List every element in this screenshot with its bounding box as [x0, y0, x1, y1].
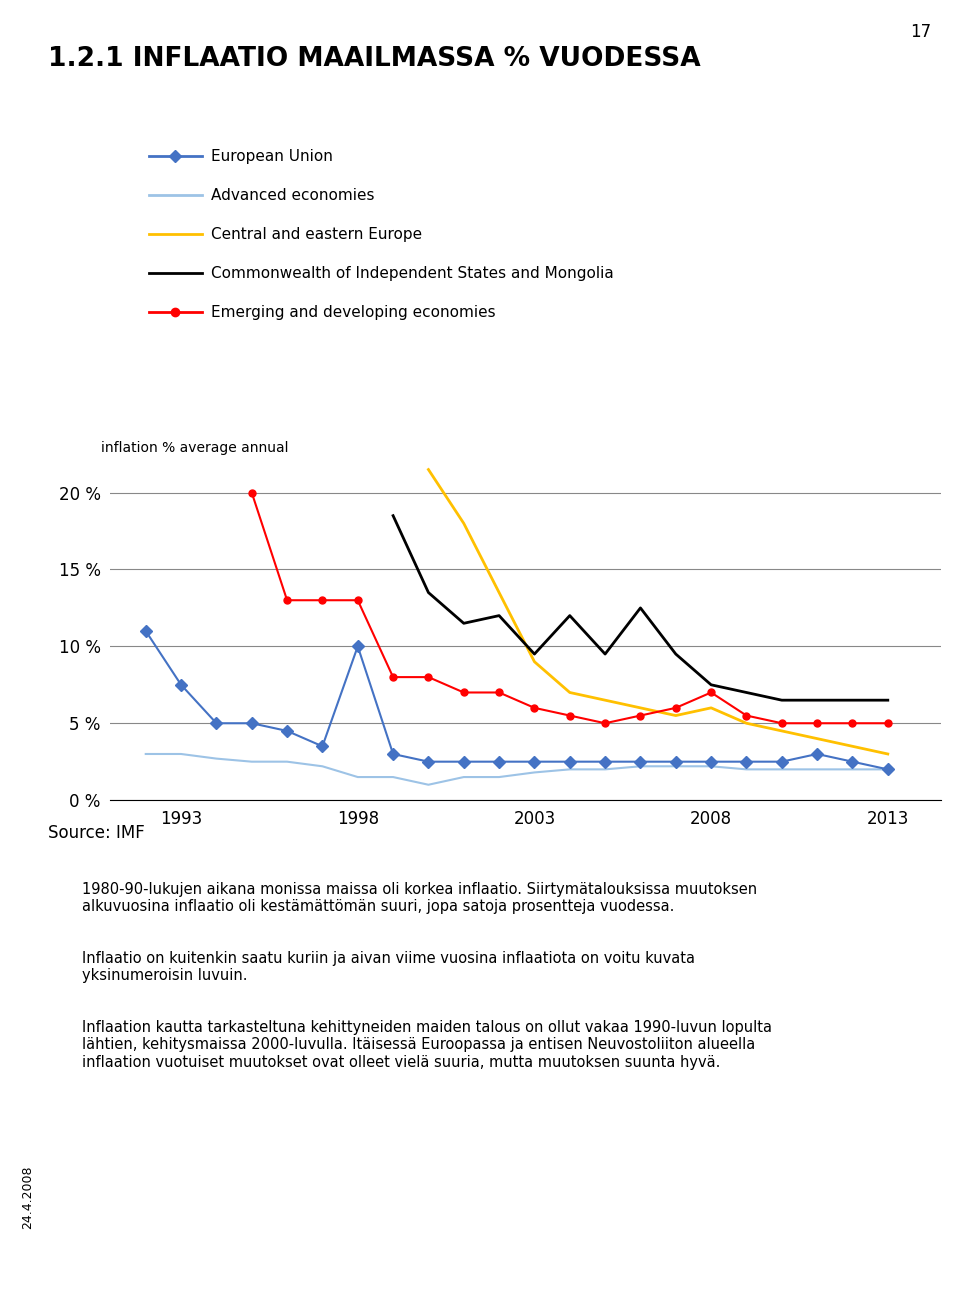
Text: inflation % average annual: inflation % average annual [101, 441, 288, 455]
Text: Advanced economies: Advanced economies [211, 187, 374, 203]
Text: Inflaation kautta tarkasteltuna kehittyneiden maiden talous on ollut vakaa 1990-: Inflaation kautta tarkasteltuna kehittyn… [82, 1020, 772, 1069]
Text: Commonwealth of Independent States and Mongolia: Commonwealth of Independent States and M… [211, 265, 614, 281]
Text: 24.4.2008: 24.4.2008 [21, 1166, 35, 1229]
Text: Inflaatio on kuitenkin saatu kuriin ja aivan viime vuosina inflaatiota on voitu : Inflaatio on kuitenkin saatu kuriin ja a… [82, 951, 695, 984]
Text: Emerging and developing economies: Emerging and developing economies [211, 304, 495, 320]
Text: 1980-90-lukujen aikana monissa maissa oli korkea inflaatio. Siirtymätalouksissa : 1980-90-lukujen aikana monissa maissa ol… [82, 882, 756, 915]
Text: Source: IMF: Source: IMF [48, 824, 145, 842]
Text: Central and eastern Europe: Central and eastern Europe [211, 226, 422, 242]
Text: European Union: European Union [211, 148, 333, 164]
Text: 17: 17 [910, 23, 931, 42]
Text: 1.2.1 INFLAATIO MAAILMASSA % VUODESSA: 1.2.1 INFLAATIO MAAILMASSA % VUODESSA [48, 46, 701, 72]
